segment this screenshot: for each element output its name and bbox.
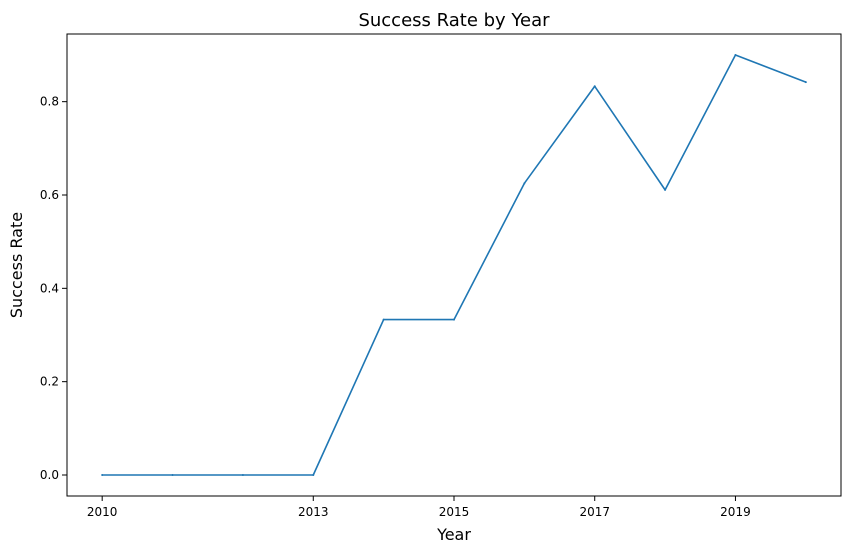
- y-tick-label: 0.4: [40, 281, 59, 295]
- y-axis: 0.0 0.2 0.4 0.6 0.8: [40, 95, 67, 482]
- data-point: [312, 474, 315, 476]
- data-point: [523, 182, 526, 185]
- y-tick-label: 0.0: [40, 468, 59, 482]
- data-point: [664, 188, 667, 191]
- data-point: [453, 318, 455, 321]
- data-point: [382, 318, 385, 321]
- x-axis-label: Year: [436, 525, 471, 544]
- x-tick-label: 2010: [87, 505, 118, 519]
- x-tick-label: 2017: [579, 505, 610, 519]
- y-tick-label: 0.2: [40, 375, 59, 389]
- chart-title: Success Rate by Year: [358, 10, 550, 31]
- x-axis: 2010 2013 2015 2017 2019: [87, 496, 751, 519]
- data-point: [241, 474, 244, 476]
- series-layer: [101, 54, 807, 476]
- y-tick-label: 0.6: [40, 188, 59, 202]
- data-point: [171, 474, 174, 476]
- x-tick-label: 2015: [439, 505, 470, 519]
- plot-area: [66, 33, 842, 497]
- x-tick-label: 2019: [720, 505, 751, 519]
- y-axis-label: Success Rate: [7, 212, 26, 318]
- x-tick-label: 2013: [298, 505, 329, 519]
- y-tick-label: 0.8: [40, 95, 59, 109]
- data-point: [101, 474, 104, 476]
- data-point: [804, 81, 807, 84]
- series-line: [102, 54, 807, 476]
- data-point: [593, 85, 596, 88]
- data-point: [734, 54, 737, 56]
